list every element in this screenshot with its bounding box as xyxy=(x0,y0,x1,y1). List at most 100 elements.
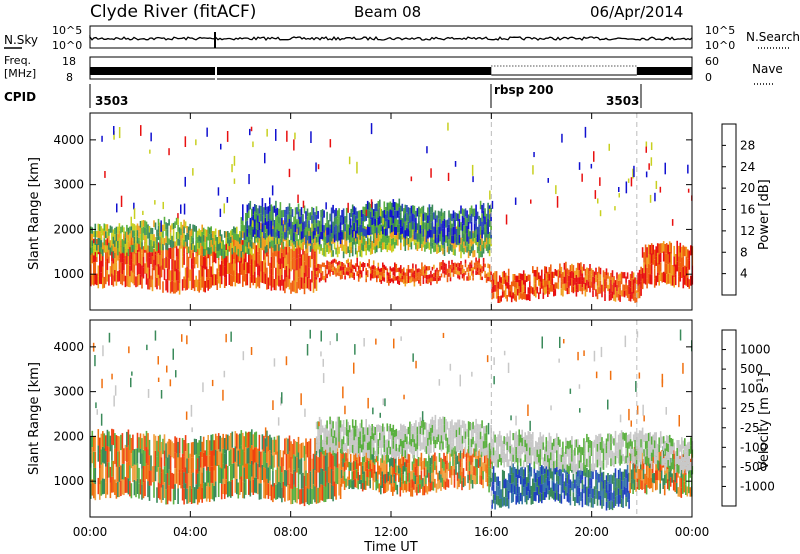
echo-cell xyxy=(663,485,666,496)
echo-cell xyxy=(97,230,100,238)
echo-scatter xyxy=(472,176,474,183)
echo-cell xyxy=(347,258,349,263)
echo-cell xyxy=(357,273,360,278)
echo-cell xyxy=(504,285,507,293)
echo-cell xyxy=(539,275,542,282)
echo-cell xyxy=(532,495,534,504)
echo-cell xyxy=(320,244,322,251)
echo-cell xyxy=(169,270,172,282)
echo-cell xyxy=(300,442,303,459)
echo-cell xyxy=(685,266,688,276)
echo-cell xyxy=(195,454,197,470)
echo-cell xyxy=(380,448,383,456)
echo-cell xyxy=(391,428,393,436)
echo-cell xyxy=(580,262,582,270)
echo-scatter xyxy=(310,131,312,143)
echo-cell xyxy=(153,434,155,451)
echo-cell xyxy=(255,221,258,229)
echo-cell xyxy=(97,223,100,231)
echo-cell xyxy=(183,440,185,457)
echo-cell xyxy=(668,480,670,491)
echo-cell xyxy=(547,485,549,495)
echo-cell xyxy=(364,480,367,490)
echo-cell xyxy=(329,416,331,425)
echo-cell xyxy=(263,207,265,215)
echo-cell xyxy=(178,271,181,284)
echo-cell xyxy=(577,476,579,486)
echo-cell xyxy=(312,231,315,239)
echo-cell xyxy=(339,266,342,271)
echo-cell xyxy=(604,279,606,287)
echo-cell xyxy=(214,247,217,254)
echo-cell xyxy=(456,480,459,490)
echo-cell xyxy=(204,235,206,243)
echo-cell xyxy=(472,250,474,258)
echo-cell xyxy=(462,477,465,488)
echo-cell xyxy=(306,246,309,254)
echo-cell xyxy=(484,224,486,233)
echo-cell xyxy=(363,462,365,472)
echo-cell xyxy=(497,495,499,506)
echo-cell xyxy=(246,212,249,221)
echo-cell xyxy=(388,433,390,441)
echo-cell xyxy=(436,271,438,276)
echo-cell xyxy=(645,465,648,476)
echo-cell xyxy=(448,232,450,240)
echo-cell xyxy=(192,487,194,504)
echo-cell xyxy=(444,455,447,465)
echo-cell xyxy=(405,475,408,484)
echo-cell xyxy=(202,241,205,249)
echo-cell xyxy=(548,273,551,281)
echo-cell xyxy=(306,276,309,289)
echo-cell xyxy=(599,280,602,288)
echo-cell xyxy=(371,431,373,440)
echo-cell xyxy=(497,450,499,460)
echo-cell xyxy=(245,262,247,274)
noise-panel xyxy=(89,25,693,49)
echo-cell xyxy=(166,223,169,230)
echo-cell xyxy=(369,219,372,227)
echo-cell xyxy=(157,435,160,452)
echo-cell xyxy=(452,439,455,447)
echo-cell xyxy=(443,470,445,480)
echo-cell xyxy=(282,209,285,218)
echo-cell xyxy=(442,220,444,229)
echo-cell xyxy=(443,242,446,250)
echo-cell xyxy=(242,481,244,499)
echo-cell xyxy=(345,478,347,488)
echo-cell xyxy=(264,468,267,484)
echo-cell xyxy=(320,224,322,232)
echo-cell xyxy=(401,279,404,283)
echo-cell xyxy=(472,208,474,217)
echo-cell xyxy=(509,291,511,298)
echo-cell xyxy=(350,429,352,438)
echo-cell xyxy=(472,421,474,430)
echo-cell xyxy=(112,460,115,477)
echo-cell xyxy=(413,231,416,240)
echo-cell xyxy=(300,254,303,266)
echo-cell xyxy=(318,472,321,488)
echo-cell xyxy=(653,249,656,260)
echo-cell xyxy=(326,219,328,228)
echo-cell xyxy=(276,262,279,274)
echo-cell xyxy=(472,277,474,281)
echo-cell xyxy=(410,424,413,432)
echo-cell xyxy=(240,224,243,233)
echo-cell xyxy=(222,246,224,253)
echo-cell xyxy=(395,268,398,273)
echo-cell xyxy=(201,242,203,255)
echo-cell xyxy=(252,464,255,480)
echo-cell xyxy=(339,261,342,267)
echo-cell xyxy=(315,223,318,232)
echo-cell xyxy=(413,222,416,231)
echo-cell xyxy=(521,494,523,505)
echo-cell xyxy=(159,434,161,451)
echo-cell xyxy=(132,251,134,263)
echo-cell xyxy=(436,436,438,445)
echo-cell xyxy=(258,221,261,230)
echo-cell xyxy=(475,266,477,271)
echo-cell xyxy=(533,473,536,483)
echo-cell xyxy=(427,223,429,231)
echo-cell xyxy=(299,247,301,258)
noise-tick-right-top: 10^5 xyxy=(705,24,735,37)
